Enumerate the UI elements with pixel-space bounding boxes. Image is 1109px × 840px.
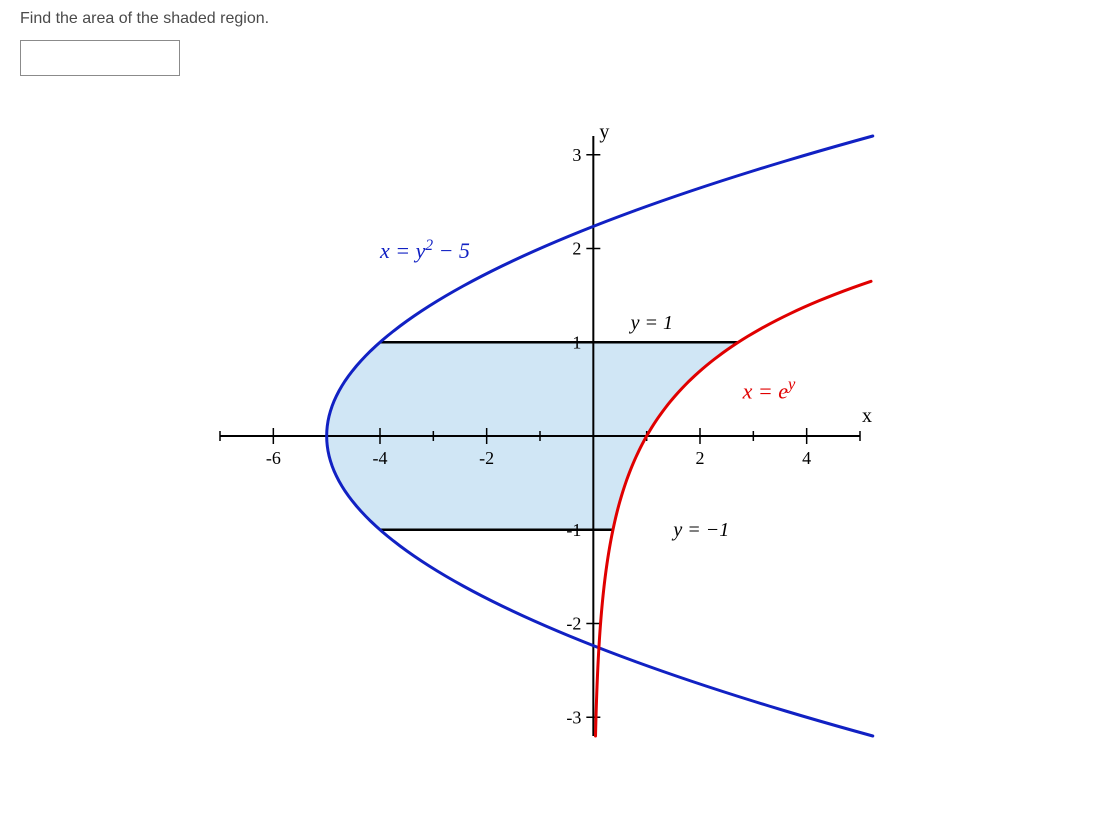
math-plot: -6 -4 -2 2 4 3 2 -2 -3 1 -1 x y x = y2 − 5 x = ey y = 1… bbox=[180, 116, 900, 756]
question-prompt: Find the area of the shaded region. bbox=[20, 10, 1089, 28]
y-tick-label: -3 bbox=[566, 707, 581, 727]
x-tick-label: 2 bbox=[696, 448, 705, 468]
x-axis-label: x bbox=[862, 405, 872, 427]
exponential-equation-label: x = ey bbox=[742, 374, 796, 404]
x-tick-label: -4 bbox=[373, 448, 388, 468]
y-tick-label: 2 bbox=[572, 239, 581, 259]
chart-container: -6 -4 -2 2 4 3 2 -2 -3 1 -1 x y x = y2 − 5 x = ey y = 1… bbox=[180, 116, 1089, 756]
parabola-equation-label: x = y2 − 5 bbox=[379, 236, 470, 263]
x-tick-label: 4 bbox=[802, 448, 811, 468]
x-tick-label: -6 bbox=[266, 448, 281, 468]
y-tick-label: -1 bbox=[566, 520, 581, 540]
answer-input[interactable] bbox=[20, 40, 180, 76]
y-equals-1-label: y = 1 bbox=[629, 312, 673, 334]
x-tick-label: -2 bbox=[479, 448, 494, 468]
y-equals-neg1-label: y = −1 bbox=[671, 519, 729, 541]
y-tick-label: 3 bbox=[572, 145, 581, 165]
y-tick-label: -2 bbox=[566, 614, 581, 634]
y-tick-label: 1 bbox=[572, 332, 581, 352]
y-axis-label: y bbox=[599, 121, 609, 143]
